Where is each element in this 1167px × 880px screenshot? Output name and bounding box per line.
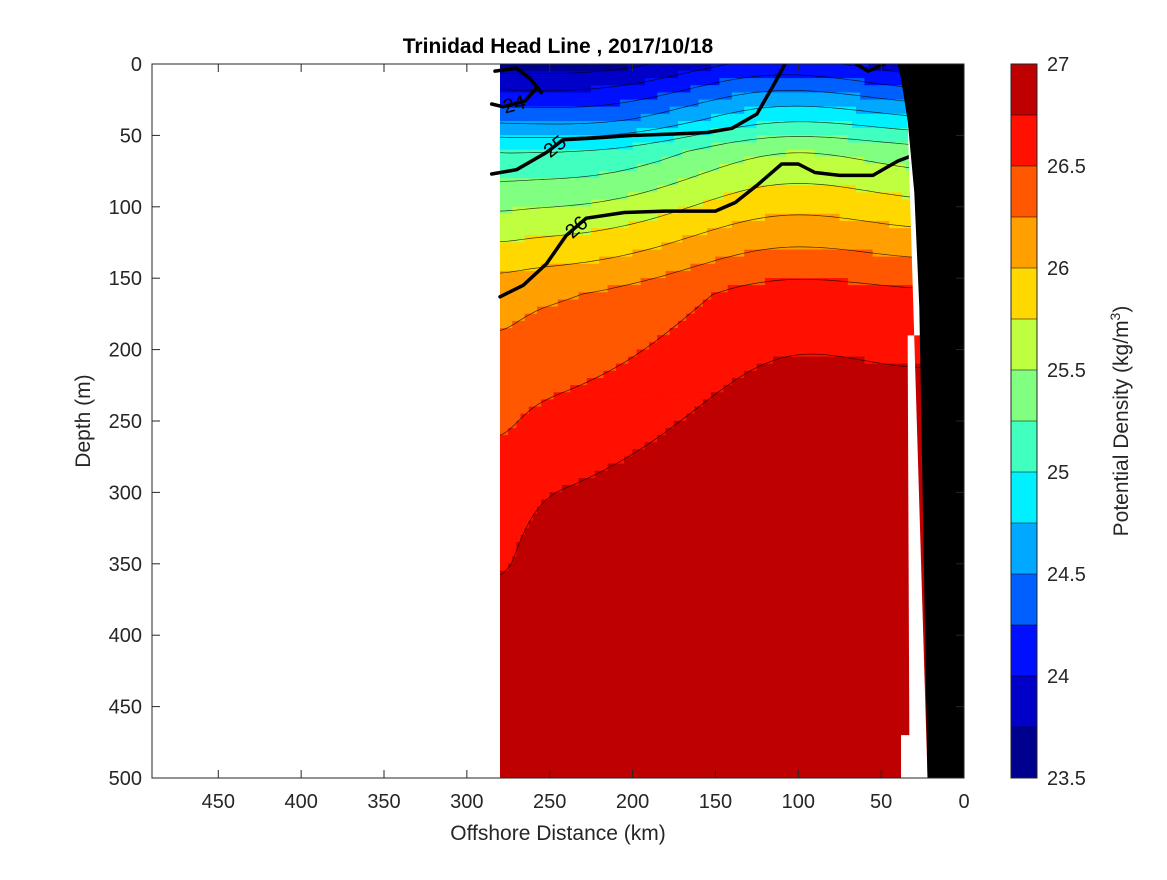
y-tick-label: 50 — [120, 125, 142, 147]
colorbar: 23.5 24 24.5 25 25.5 26 26.5 27 — [1011, 54, 1086, 790]
y-tick-label: 350 — [109, 554, 142, 576]
colorbar-swatch — [1011, 472, 1037, 523]
x-tick-label: 200 — [616, 791, 649, 813]
y-tick-label: 500 — [109, 768, 142, 790]
colorbar-tick-label: 25.5 — [1047, 360, 1086, 382]
colorbar-swatch — [1011, 64, 1037, 115]
colorbar-swatch — [1011, 370, 1037, 421]
colorbar-tick-label: 24 — [1047, 666, 1069, 688]
x-tick-label: 0 — [958, 791, 969, 813]
y-tick-label: 400 — [109, 625, 142, 647]
colorbar-tick-label: 25 — [1047, 462, 1069, 484]
x-tick-label: 150 — [699, 791, 732, 813]
y-tick-label: 100 — [109, 197, 142, 219]
contour-bands — [500, 64, 931, 779]
x-tick-label: 300 — [450, 791, 483, 813]
colorbar-swatch — [1011, 574, 1037, 625]
x-tick-label: 50 — [870, 791, 892, 813]
colorbar-swatch — [1011, 676, 1037, 727]
y-tick-label: 300 — [109, 482, 142, 504]
colorbar-swatch — [1011, 217, 1037, 268]
x-axis-label: Offshore Distance (km) — [450, 822, 666, 845]
colorbar-swatch — [1011, 421, 1037, 472]
y-tick-label: 200 — [109, 340, 142, 362]
colorbar-tick-label: 23.5 — [1047, 768, 1086, 790]
colorbar-swatch — [1011, 319, 1037, 370]
colorbar-swatch — [1011, 727, 1037, 778]
y-axis-label: Depth (m) — [72, 374, 95, 467]
y-tick-label: 450 — [109, 697, 142, 719]
x-tick-label: 250 — [533, 791, 566, 813]
x-tick-label: 350 — [367, 791, 400, 813]
colorbar-swatch — [1011, 625, 1037, 676]
colorbar-swatch — [1011, 166, 1037, 217]
colorbar-swatch — [1011, 523, 1037, 574]
y-tick-label: 150 — [109, 268, 142, 290]
x-tick-label: 100 — [782, 791, 815, 813]
colorbar-tick-label: 24.5 — [1047, 564, 1086, 586]
colorbar-tick-label: 26 — [1047, 258, 1069, 280]
colorbar-label: Potential Density (kg/m3) — [1107, 306, 1133, 537]
colorbar-tick-label: 27 — [1047, 54, 1069, 76]
x-tick-label: 400 — [284, 791, 317, 813]
colorbar-tick-label: 26.5 — [1047, 156, 1086, 178]
chart-title: Trinidad Head Line , 2017/10/18 — [403, 35, 714, 58]
colorbar-swatch — [1011, 115, 1037, 166]
y-tick-label: 250 — [109, 411, 142, 433]
colorbar-swatch — [1011, 268, 1037, 319]
y-tick-label: 0 — [131, 54, 142, 76]
x-tick-label: 450 — [202, 791, 235, 813]
